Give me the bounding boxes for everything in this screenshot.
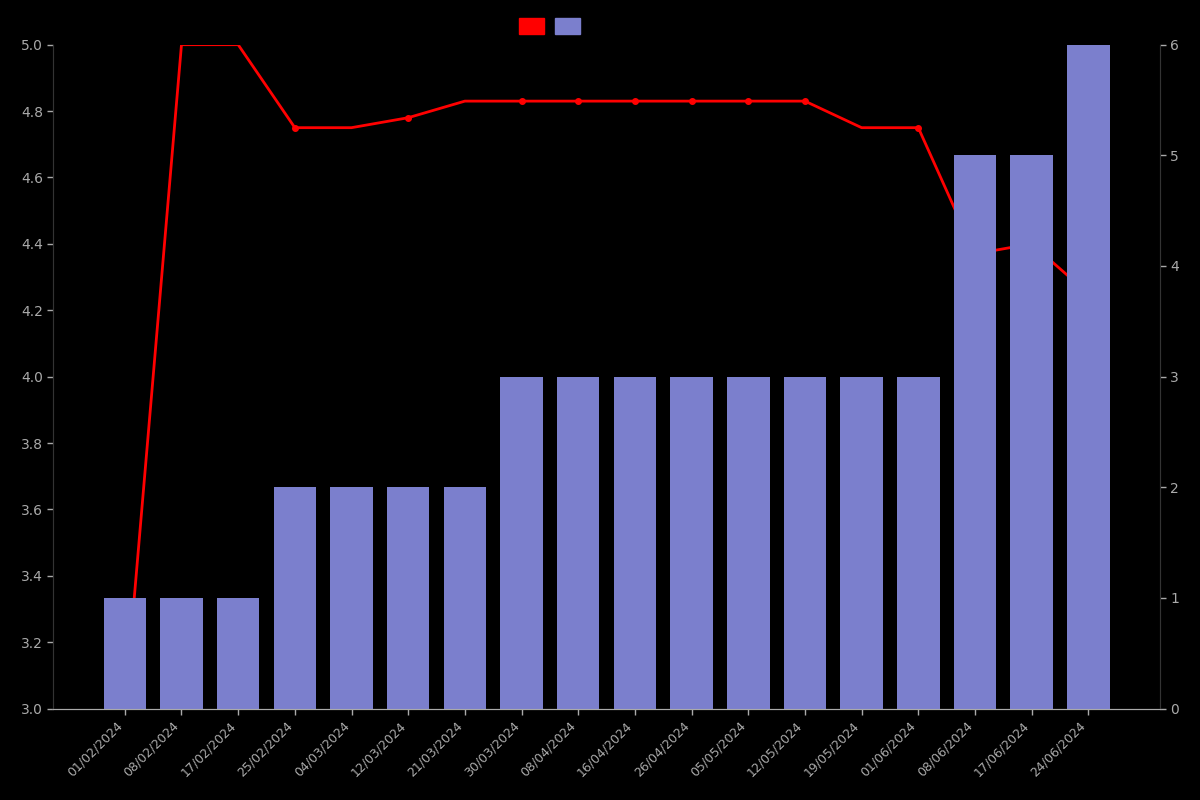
Bar <box>103 598 146 709</box>
Bar <box>386 487 430 709</box>
Bar <box>1010 155 1052 709</box>
Bar <box>1067 45 1110 709</box>
Bar <box>217 598 259 709</box>
Bar <box>161 598 203 709</box>
Bar <box>840 377 883 709</box>
Bar <box>444 487 486 709</box>
Bar <box>671 377 713 709</box>
Legend: , : , <box>518 18 584 34</box>
Bar <box>727 377 769 709</box>
Bar <box>500 377 542 709</box>
Bar <box>274 487 316 709</box>
Bar <box>784 377 826 709</box>
Bar <box>954 155 996 709</box>
Bar <box>557 377 600 709</box>
Bar <box>330 487 373 709</box>
Bar <box>898 377 940 709</box>
Bar <box>613 377 656 709</box>
